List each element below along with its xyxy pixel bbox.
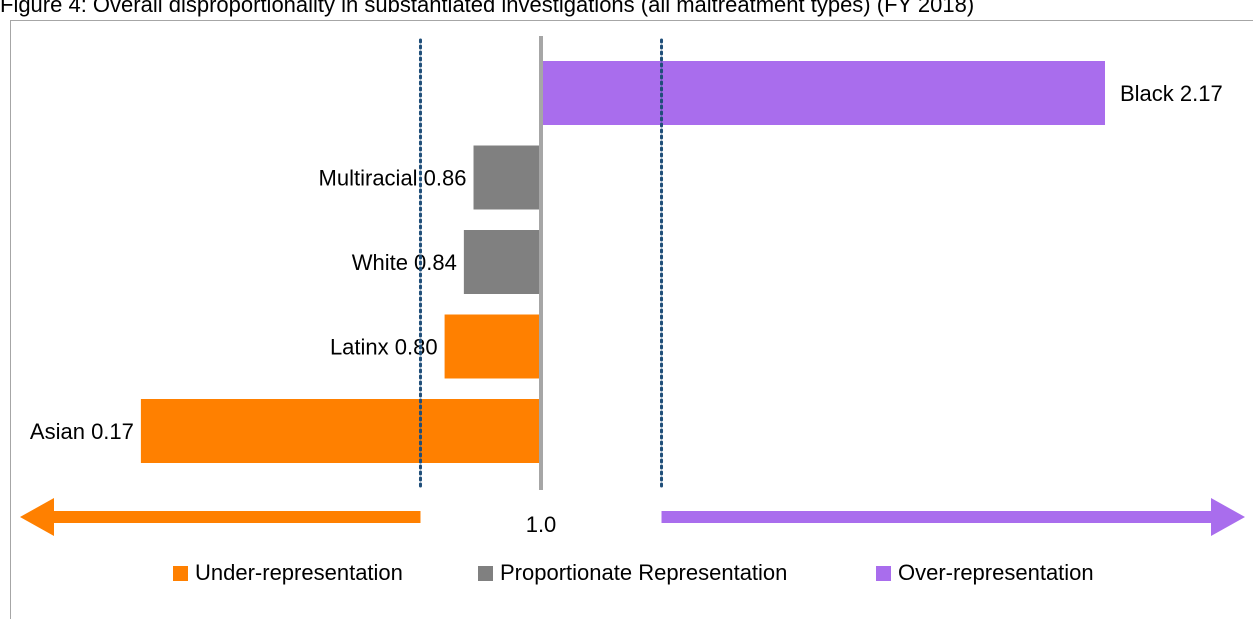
data-label-multiracial: Multiracial 0.86: [319, 166, 467, 191]
bar-asian: [141, 399, 541, 463]
legend-item-proportionate: Proportionate Representation: [478, 560, 787, 586]
reference-label: 1.0: [526, 512, 557, 537]
bar-latinx: [445, 315, 541, 379]
data-label-asian: Asian 0.17: [30, 419, 134, 444]
legend-item-over: Over-representation: [876, 560, 1094, 586]
legend-label-proportionate: Proportionate Representation: [500, 560, 787, 586]
over-arrow-shaft: [662, 511, 1213, 523]
legend-label-under: Under-representation: [195, 560, 403, 586]
under-arrow-shaft: [52, 511, 420, 523]
bar-black: [541, 61, 1105, 125]
legend-label-over: Over-representation: [898, 560, 1094, 586]
legend-swatch-proportionate: [478, 566, 493, 581]
over-arrow-head: [1211, 498, 1245, 536]
data-label-black: Black 2.17: [1120, 81, 1223, 106]
data-label-white: White 0.84: [352, 250, 457, 275]
bar-multiracial: [474, 146, 541, 210]
under-arrow-head: [20, 498, 54, 536]
legend: Under-representation Proportionate Repre…: [0, 560, 1254, 590]
legend-item-under: Under-representation: [173, 560, 403, 586]
legend-swatch-over: [876, 566, 891, 581]
bar-white: [464, 230, 541, 294]
legend-swatch-under: [173, 566, 188, 581]
